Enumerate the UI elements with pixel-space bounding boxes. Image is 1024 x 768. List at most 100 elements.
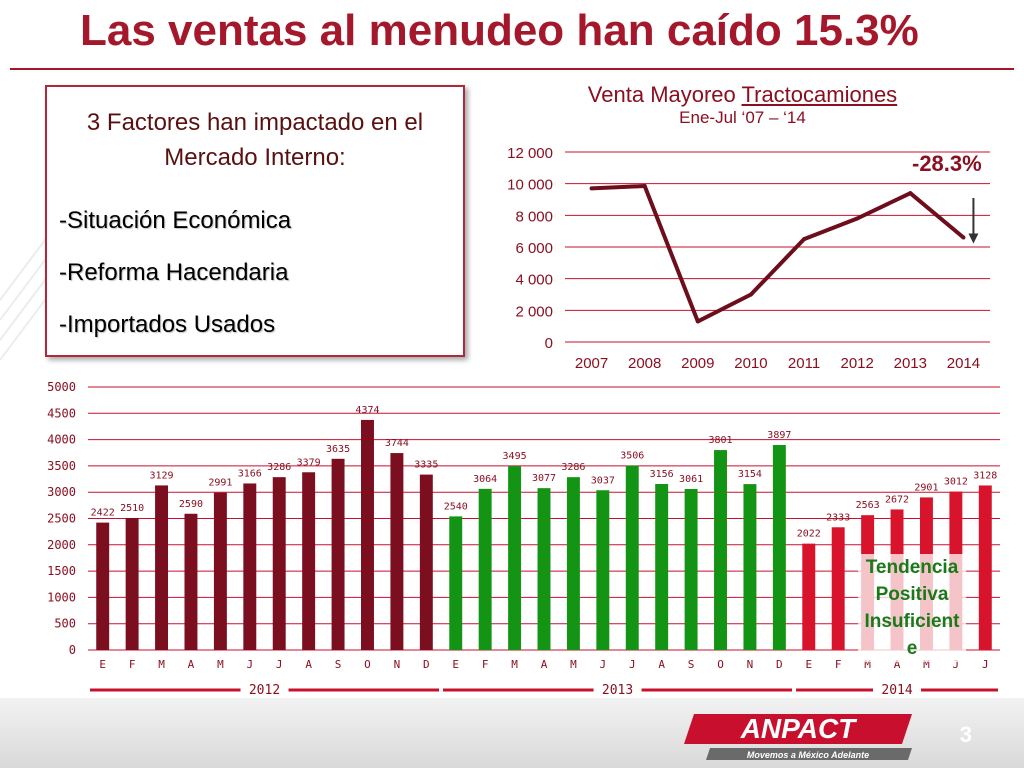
line-point: [748, 292, 753, 297]
bar: [390, 453, 404, 650]
bar-data-label: 2590: [179, 499, 203, 510]
annotation-arrow-head: [968, 233, 979, 244]
bar: [449, 516, 463, 650]
bar-x-tick-label: J: [246, 658, 253, 671]
bar-data-label: 4374: [355, 405, 379, 416]
line-chart-title-underlined: Tractocamiones: [741, 82, 898, 107]
bar-data-label: 3154: [738, 469, 762, 480]
line-y-tick-label: 6 000: [515, 240, 553, 257]
bar-data-label: 3635: [326, 444, 350, 455]
bar-x-tick-label: J: [276, 658, 283, 671]
bar-data-label: 2333: [826, 512, 850, 523]
bar-data-label: 3506: [620, 451, 644, 462]
bar: [625, 465, 639, 650]
bar-data-label: 3129: [150, 470, 174, 481]
factors-box: 3 Factores han impactado en el Mercado I…: [45, 85, 465, 357]
anpact-logo: ANPACT Movemos a México Adelante: [684, 713, 912, 760]
bar-x-tick-label: S: [335, 658, 342, 671]
line-point: [855, 216, 860, 221]
bar-x-tick-label: M: [217, 658, 224, 671]
bar: [184, 513, 198, 650]
bar: [566, 477, 580, 650]
line-x-tick-label: 2009: [681, 355, 714, 372]
bar-x-tick-label: N: [394, 658, 401, 671]
bar: [508, 466, 522, 650]
bar-data-label: 3156: [650, 469, 674, 480]
line-x-tick-label: 2008: [628, 355, 661, 372]
factor-item-1: -Situación Económica: [59, 207, 292, 234]
line-x-tick-label: 2011: [788, 355, 820, 372]
year-label: 2014: [881, 683, 912, 698]
bar-x-tick-label: A: [305, 658, 312, 671]
bar: [684, 488, 698, 650]
line-point: [802, 237, 807, 242]
line-point: [908, 191, 913, 196]
bar-data-label: 3286: [267, 462, 291, 473]
bar-y-tick-label: 1500: [47, 564, 76, 578]
line-point: [961, 235, 966, 240]
bar: [596, 490, 610, 650]
logo-tagline: Movemos a México Adelante: [747, 750, 869, 760]
bar-x-tick-label: M: [511, 658, 518, 671]
pct-annotation: -28.3%: [912, 151, 982, 176]
line-x-tick-label: 2013: [894, 355, 927, 372]
bar-x-tick-label: J: [953, 658, 960, 671]
bar-data-label: 2563: [856, 500, 880, 511]
bar: [331, 458, 345, 650]
bar-x-tick-label: D: [423, 658, 430, 671]
line-chart-title: Venta Mayoreo Tractocamiones: [560, 82, 925, 108]
bar: [96, 522, 110, 650]
bar-data-label: 2991: [208, 478, 232, 489]
bar-data-label: 2510: [120, 503, 144, 514]
bar-data-label: 2540: [444, 501, 468, 512]
bar-chart: 0 500 1000 1500 2000 2500 3000 3500 4000 4500 5000…: [47, 380, 1000, 698]
bar-x-tick-label: N: [747, 658, 754, 671]
trend-label: Tendencia Positiva Insuficient e: [858, 554, 966, 662]
bar: [802, 543, 816, 650]
line-y-tick-label: 10 000: [507, 177, 553, 194]
bar-y-tick-label: 0: [69, 643, 76, 657]
line-y-tick-label: 2 000: [515, 303, 553, 320]
factor-item-2: -Reforma Hacendaria: [59, 259, 289, 286]
bar-x-tick-label: J: [629, 658, 636, 671]
bar-data-label: 3037: [591, 475, 615, 486]
line-point: [589, 186, 594, 191]
line-point: [642, 184, 647, 189]
bar: [743, 484, 757, 650]
bar: [419, 474, 433, 650]
bar-y-tick-label: 4500: [47, 406, 76, 420]
page-title: Las ventas al menudeo han caído 15.3%: [80, 6, 919, 55]
bar: [772, 445, 786, 650]
bar-x-tick-label: M: [158, 658, 165, 671]
bar-y-tick-label: 5000: [47, 380, 76, 394]
bar-data-label: 3379: [297, 457, 321, 468]
year-label: 2013: [602, 683, 633, 698]
page-number: 3: [959, 722, 972, 747]
bar: [361, 419, 374, 650]
bar-x-tick-label: F: [835, 658, 842, 671]
line-chart: 0 2 000 4 000 6 000 8 000 10 000 12 000 2007 200…: [507, 145, 990, 372]
bar-x-tick-label: A: [894, 658, 901, 671]
year-label-bg: [240, 680, 289, 698]
bar-data-label: 3077: [532, 473, 556, 484]
bar: [243, 483, 257, 650]
bar-data-label: 3495: [503, 451, 527, 462]
year-label: 2012: [249, 683, 280, 698]
bar: [537, 488, 551, 650]
bar: [714, 450, 727, 650]
title-divider: [10, 68, 1014, 70]
bar-data-label: 3801: [708, 435, 732, 446]
bar-x-tick-label: O: [717, 658, 724, 671]
bar-x-tick-label: M: [923, 658, 930, 671]
bar: [978, 485, 992, 650]
bar-x-tick-label: J: [600, 658, 607, 671]
bar-x-tick-label: M: [864, 658, 871, 671]
bar: [125, 517, 139, 650]
bar-data-label: 2901: [914, 482, 938, 493]
factors-heading: 3 Factores han impactado en el Mercado I…: [86, 109, 424, 171]
line-point: [695, 319, 700, 324]
line-y-tick-label: 4 000: [515, 272, 553, 289]
bar-x-tick-label: A: [658, 658, 665, 671]
svg-text:ANPACT: ANPACT: [740, 713, 858, 744]
bar-y-tick-label: 3500: [47, 459, 76, 473]
